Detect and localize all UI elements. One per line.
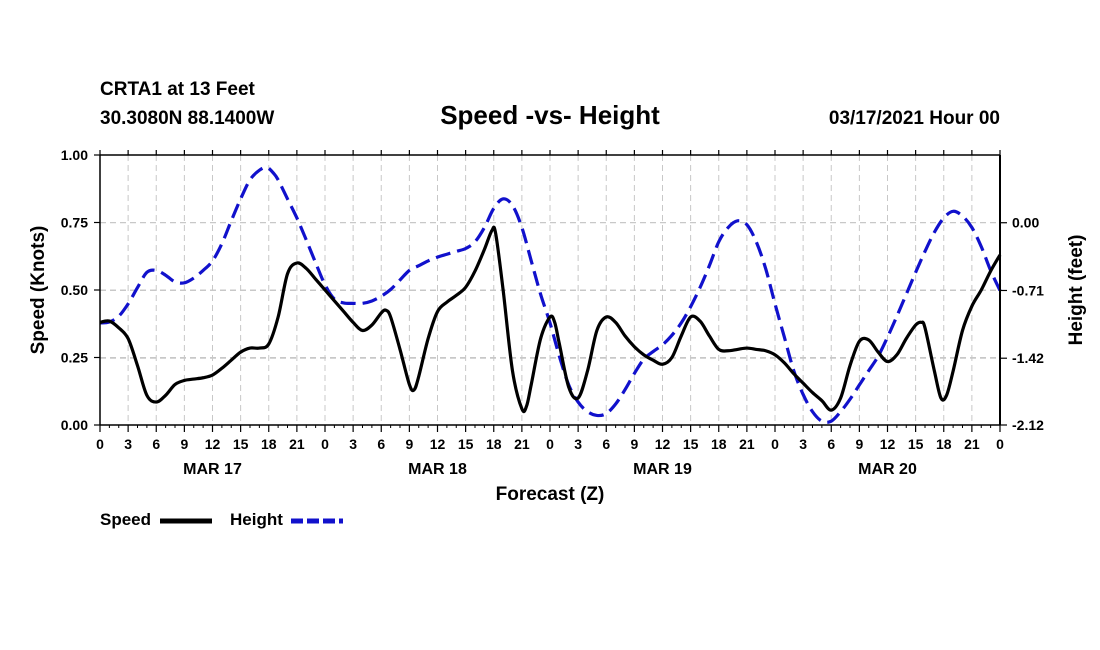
left-tick-label: 0.25 bbox=[61, 350, 88, 366]
left-axis-ticks: 0.00 0.25 0.50 0.75 1.00 bbox=[61, 147, 100, 433]
x-tick-label: 6 bbox=[152, 436, 160, 452]
x-tick-label: 18 bbox=[711, 436, 727, 452]
x-tick-label: 18 bbox=[261, 436, 277, 452]
x-tick-label: 18 bbox=[486, 436, 502, 452]
day-labels: MAR 17 MAR 18 MAR 19 MAR 20 bbox=[183, 461, 917, 478]
x-tick-label: 0 bbox=[321, 436, 329, 452]
x-tick-label: 15 bbox=[908, 436, 924, 452]
x-tick-label: 9 bbox=[180, 436, 188, 452]
x-tick-label: 6 bbox=[602, 436, 610, 452]
location-label: 30.3080N 88.1400W bbox=[100, 108, 274, 129]
x-tick-label: 6 bbox=[377, 436, 385, 452]
x-tick-label: 21 bbox=[964, 436, 980, 452]
right-axis-ticks: -2.12 -1.42 -0.71 0.00 bbox=[1000, 215, 1044, 433]
x-tick-label: 15 bbox=[233, 436, 249, 452]
x-tick-label: 0 bbox=[96, 436, 104, 452]
x-tick-label: 12 bbox=[430, 436, 446, 452]
station-label: CRTA1 at 13 Feet bbox=[100, 79, 256, 100]
left-axis-title: Speed (Knots) bbox=[28, 226, 49, 355]
right-tick-label: -1.42 bbox=[1012, 350, 1044, 366]
right-axis-title: Height (feet) bbox=[1066, 235, 1087, 346]
left-tick-label: 0.00 bbox=[61, 417, 88, 433]
x-tick-label: 9 bbox=[855, 436, 863, 452]
x-tick-label: 6 bbox=[827, 436, 835, 452]
day-label: MAR 20 bbox=[858, 461, 917, 478]
x-tick-label: 21 bbox=[739, 436, 755, 452]
x-tick-label: 3 bbox=[349, 436, 357, 452]
x-axis-ticks: 0 3 6 9 12 15 18 21 0 3 6 9 12 15 18 21 0 3 6 9 12 15 18 21 0 3 6 9… bbox=[96, 150, 1004, 452]
right-tick-label: 0.00 bbox=[1012, 215, 1039, 231]
x-tick-label: 12 bbox=[205, 436, 221, 452]
right-tick-label: -2.12 bbox=[1012, 417, 1044, 433]
day-label: MAR 18 bbox=[408, 461, 467, 478]
left-tick-label: 1.00 bbox=[61, 147, 88, 163]
x-tick-label: 3 bbox=[799, 436, 807, 452]
x-tick-label: 15 bbox=[683, 436, 699, 452]
chart-title: Speed -vs- Height bbox=[440, 100, 660, 130]
x-tick-label: 3 bbox=[574, 436, 582, 452]
day-label: MAR 19 bbox=[633, 461, 692, 478]
x-axis-title: Forecast (Z) bbox=[496, 484, 605, 505]
series-line-height bbox=[99, 165, 1002, 424]
x-tick-label: 0 bbox=[996, 436, 1004, 452]
x-tick-label: 0 bbox=[771, 436, 779, 452]
x-tick-label: 12 bbox=[655, 436, 671, 452]
datetime-label: 03/17/2021 Hour 00 bbox=[829, 108, 1000, 129]
x-tick-label: 0 bbox=[546, 436, 554, 452]
series-layer bbox=[99, 165, 1002, 424]
x-tick-label: 3 bbox=[124, 436, 132, 452]
x-tick-label: 18 bbox=[936, 436, 952, 452]
left-tick-label: 0.50 bbox=[61, 282, 88, 298]
x-tick-label: 12 bbox=[880, 436, 896, 452]
legend-speed-label: Speed bbox=[100, 510, 151, 529]
legend: Speed Height bbox=[100, 510, 343, 529]
right-tick-label: -0.71 bbox=[1012, 282, 1044, 298]
legend-height-label: Height bbox=[230, 510, 283, 529]
left-tick-label: 0.75 bbox=[61, 215, 88, 231]
x-tick-label: 9 bbox=[405, 436, 413, 452]
series-line-speed bbox=[99, 225, 1002, 414]
day-label: MAR 17 bbox=[183, 461, 242, 478]
x-tick-label: 15 bbox=[458, 436, 474, 452]
x-tick-label: 21 bbox=[514, 436, 530, 452]
x-tick-label: 21 bbox=[289, 436, 305, 452]
x-tick-label: 9 bbox=[630, 436, 638, 452]
